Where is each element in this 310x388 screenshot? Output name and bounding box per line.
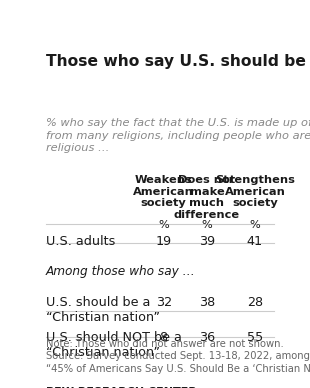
Text: 38: 38 [199,296,215,309]
Text: %: % [158,220,169,230]
Text: 28: 28 [247,296,263,309]
Text: 32: 32 [156,296,172,309]
Text: 55: 55 [247,331,263,344]
Text: Does not
make
much
difference: Does not make much difference [174,175,240,220]
Text: %: % [250,220,260,230]
Text: U.S. should be a
“Christian nation”: U.S. should be a “Christian nation” [46,296,160,324]
Text: U.S. adults: U.S. adults [46,235,115,248]
Text: Strengthens
American
society: Strengthens American society [215,175,295,208]
Text: U.S. should NOT be a
“Christian nation”: U.S. should NOT be a “Christian nation” [46,331,182,359]
Text: PEW RESEARCH CENTER: PEW RESEARCH CENTER [46,387,197,388]
Text: % who say the fact that the U.S. is made up of people
from many religions, inclu: % who say the fact that the U.S. is made… [46,118,310,153]
Text: 41: 41 [247,235,263,248]
Text: Among those who say …: Among those who say … [46,265,196,278]
Text: 19: 19 [156,235,172,248]
Text: Those who say U.S. should be a ‘Christian nation’ divided about the impact of re: Those who say U.S. should be a ‘Christia… [46,54,310,69]
Text: Note: Those who did not answer are not shown.
Source: Survey conducted Sept. 13-: Note: Those who did not answer are not s… [46,339,310,374]
Text: Weakens
American
society: Weakens American society [133,175,194,208]
Text: 8: 8 [160,331,168,344]
Text: 39: 39 [199,235,215,248]
Text: 36: 36 [199,331,215,344]
Text: %: % [202,220,212,230]
